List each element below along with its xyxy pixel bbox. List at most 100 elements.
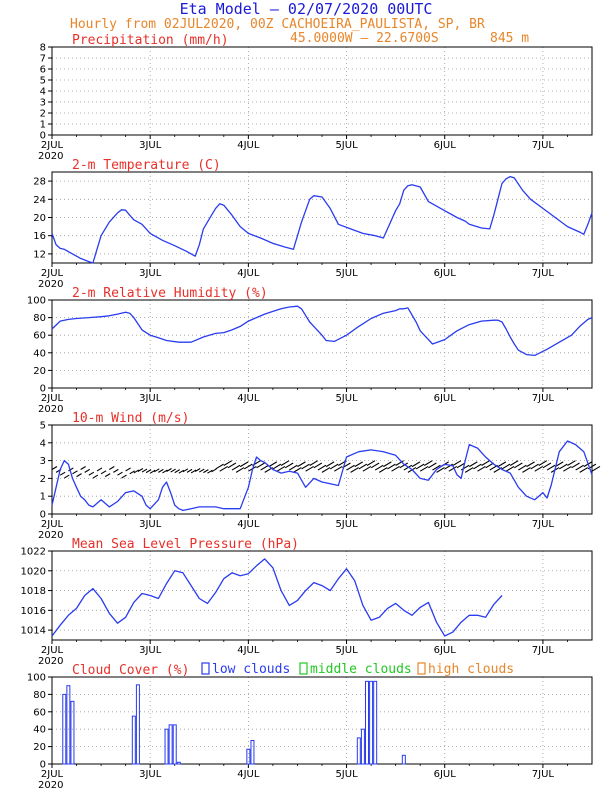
wind-barb <box>243 463 253 470</box>
y-tick-label: 7 <box>40 54 46 65</box>
panel-title: Mean Sea Level Pressure (hPa) <box>72 537 299 552</box>
wind-barb <box>366 460 376 466</box>
series-line <box>51 440 593 512</box>
panel-cloud: 0 20 40 60 80 100 2JUL 3JUL 4JUL 5JUL 6JUL 7JUL 2020… <box>27 663 593 791</box>
wind-barb <box>72 470 78 475</box>
wind-barb <box>460 464 470 471</box>
series-line <box>51 558 503 637</box>
x-tick-label: 3JUL <box>139 140 162 151</box>
y-tick-label: 8 <box>40 43 46 54</box>
y-tick-label: 60 <box>33 331 46 342</box>
wind-barb <box>362 465 372 472</box>
panel-title: Cloud Cover (%) <box>72 663 189 678</box>
plot-frame <box>51 299 593 389</box>
wind-barb <box>141 468 148 473</box>
y-tick-label: 1020 <box>21 566 46 577</box>
wind-barb <box>239 461 249 468</box>
wind-barb <box>284 462 294 469</box>
x-tick-label: 4JUL <box>237 519 260 530</box>
wind-barb <box>452 460 462 466</box>
cloud-bar <box>131 715 136 765</box>
wind-barb <box>542 462 552 469</box>
y-tick-label: 1018 <box>21 586 46 597</box>
wind-barb <box>133 469 140 474</box>
wind-barb <box>432 464 441 471</box>
wind-barb <box>215 463 224 470</box>
wind-barb <box>227 462 237 469</box>
cloud-bar <box>62 693 67 765</box>
x-tick-label: 6JUL <box>434 393 457 404</box>
legend-low-swatch <box>201 662 210 675</box>
wind-barb <box>526 461 535 468</box>
wind-barb <box>198 468 205 473</box>
y-tick-label: 12 <box>33 249 46 260</box>
cloud-bar <box>176 761 181 765</box>
wind-barb <box>182 468 189 473</box>
y-tick-label: 0 <box>40 131 46 142</box>
wind-barb <box>158 468 164 473</box>
y-tick-label: 0 <box>40 760 46 771</box>
year-label: 2020 <box>38 279 63 290</box>
y-tick-label: 5 <box>40 76 46 87</box>
x-tick-label: 2JUL <box>41 519 64 530</box>
y-tick-label: 1014 <box>21 626 46 637</box>
wind-barb <box>268 461 278 468</box>
cloud-bar <box>401 754 406 765</box>
x-tick-label: 6JUL <box>434 769 457 780</box>
wind-barb <box>84 468 91 473</box>
cloud-bar <box>373 680 378 765</box>
wind-barb <box>276 465 286 472</box>
y-tick-label: 3 <box>40 98 46 109</box>
cloud-bar <box>356 737 361 765</box>
wind-barb <box>170 468 176 473</box>
wind-barb <box>522 467 531 473</box>
wind-barb <box>288 464 298 471</box>
panel-title: 2-m Temperature (C) <box>72 158 221 173</box>
wind-barb <box>203 469 209 474</box>
location-subtitle: Hourly from 02JUL2020, 00Z CACHOEIRA_PAU… <box>70 17 485 32</box>
wind-barb <box>378 467 388 473</box>
cloud-bar <box>360 728 365 765</box>
wind-barb <box>186 468 193 473</box>
cloud-bar <box>369 680 374 765</box>
wind-barb <box>485 462 494 469</box>
year-label: 2020 <box>38 530 63 541</box>
wind-barb <box>448 465 458 472</box>
panel-title: 2-m Relative Humidity (%) <box>72 286 268 301</box>
wind-barb <box>579 467 589 473</box>
wind-barb <box>117 471 123 476</box>
wind-barb <box>530 463 539 470</box>
wind-barb <box>350 467 359 473</box>
wind-barb <box>92 474 99 479</box>
wind-barb <box>477 465 486 472</box>
wind-barb <box>162 469 168 474</box>
wind-barb <box>145 469 152 474</box>
series-line <box>51 305 593 357</box>
wind-barb <box>207 469 213 474</box>
x-tick-label: 7JUL <box>532 519 555 530</box>
wind-barb <box>591 465 601 472</box>
wind-barb <box>174 469 181 474</box>
year-label: 2020 <box>38 404 63 415</box>
wind-barb <box>399 462 409 469</box>
wind-barb <box>313 462 323 469</box>
x-tick-label: 3JUL <box>139 645 162 656</box>
wind-barb <box>149 469 156 474</box>
year-label: 2020 <box>38 656 63 667</box>
x-tick-label: 2JUL <box>41 769 64 780</box>
wind-barb <box>346 464 355 471</box>
legend-middle-swatch <box>299 662 308 675</box>
legend-high-swatch <box>417 662 426 675</box>
wind-barb <box>309 460 319 466</box>
wind-barb <box>88 471 95 476</box>
y-tick-label: 4 <box>40 87 46 98</box>
wind-barb <box>219 465 229 472</box>
wind-barb <box>563 465 572 472</box>
y-tick-label: 6 <box>40 65 46 76</box>
y-tick-label: 100 <box>27 673 46 684</box>
x-tick-label: 7JUL <box>532 140 555 151</box>
wind-barb <box>305 465 314 472</box>
wind-barb <box>223 460 233 466</box>
legend-middle-label: middle clouds <box>310 662 412 677</box>
